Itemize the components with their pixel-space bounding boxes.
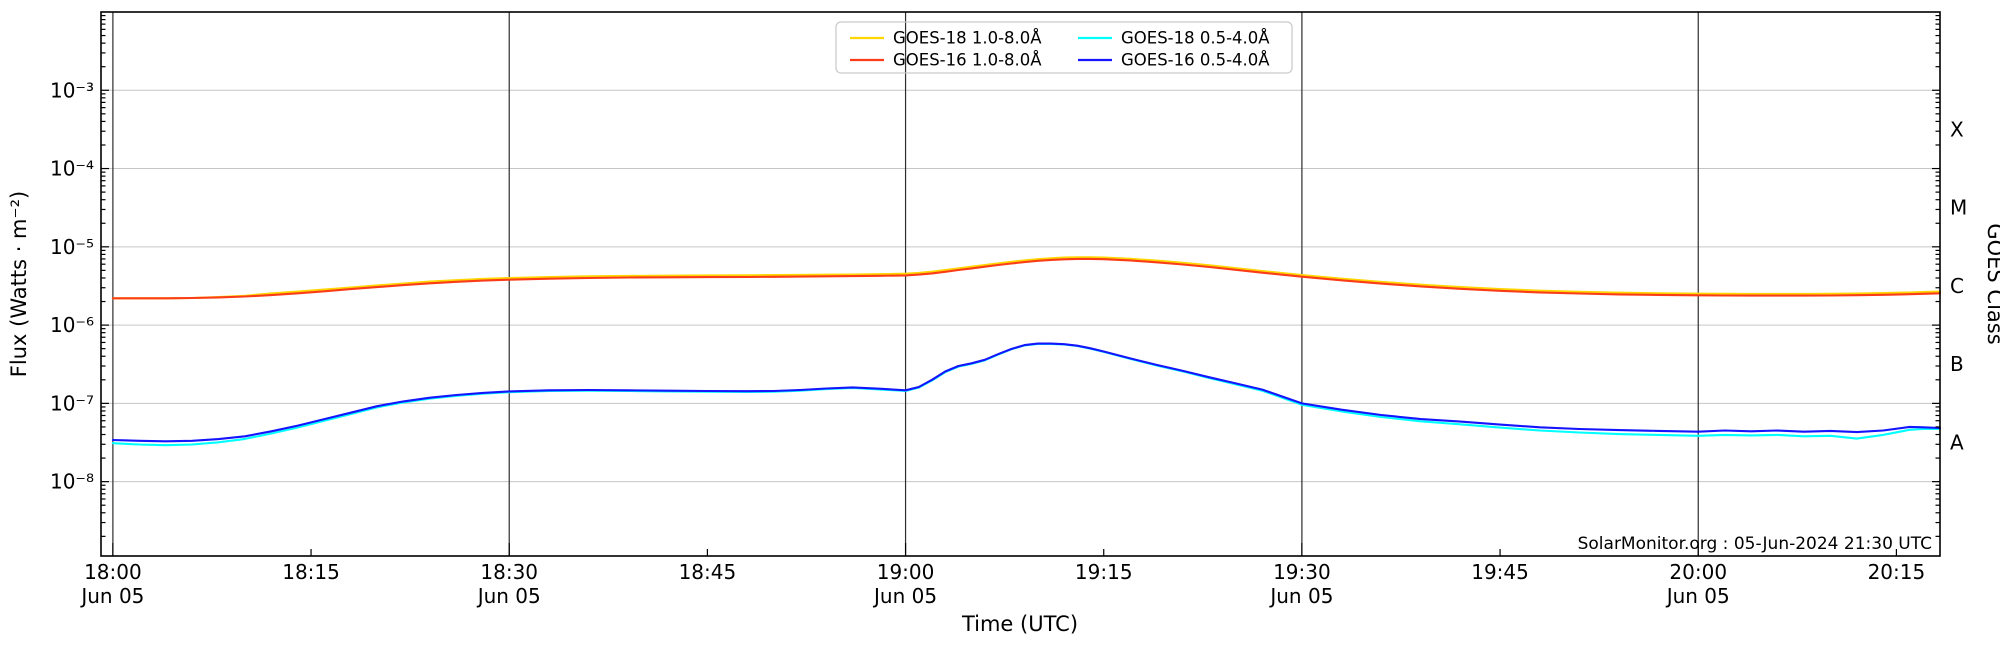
goes-class-label-a: A — [1950, 431, 1964, 455]
legend-label: GOES-16 0.5-4.0Å — [1121, 51, 1270, 70]
axis-titles: Time (UTC) Flux (Watts · m⁻²) GOES Class — [7, 191, 2000, 636]
flux-curves — [111, 256, 1942, 447]
x-tick-time-label: 19:15 — [1075, 560, 1133, 584]
y-tick-label: 10⁻⁶ — [50, 313, 94, 337]
x-tick-time-label: 18:15 — [282, 560, 340, 584]
x-tick-time-label: 18:00 — [84, 560, 142, 584]
x-axis-title: Time (UTC) — [961, 612, 1078, 636]
y-tick-label: 10⁻⁸ — [50, 470, 94, 494]
watermark-text: SolarMonitor.org : 05-Jun-2024 21:30 UTC — [1578, 534, 1932, 554]
x-tick-time-label: 18:45 — [679, 560, 737, 584]
legend-label: GOES-16 1.0-8.0Å — [893, 51, 1042, 70]
x-tick-time-label: 19:00 — [877, 560, 935, 584]
x-tick-time-label: 18:30 — [480, 560, 538, 584]
goes-class-label-c: C — [1950, 274, 1964, 298]
series-goes-18-1-0-8-0- — [111, 256, 1942, 300]
legend: GOES-18 1.0-8.0Å GOES-16 1.0-8.0Å GOES-18 … — [835, 21, 1293, 74]
goes-class-label-m: M — [1950, 196, 1967, 220]
y-tick-label: 10⁻⁵ — [50, 235, 94, 259]
vertical-gridlines — [112, 12, 1699, 556]
y-left-axis-title: Flux (Watts · m⁻²) — [7, 191, 31, 377]
axis-ticks — [101, 14, 1940, 556]
goes-class-labels: X M C B A — [1950, 117, 1967, 454]
x-tick-time-label: 20:00 — [1669, 560, 1727, 584]
legend-box — [835, 21, 1293, 74]
y-tick-label: 10⁻⁷ — [50, 391, 94, 415]
series-goes-16-0-5-4-0- — [111, 342, 1942, 443]
x-tick-date-label: Jun 05 — [1268, 584, 1333, 608]
y-right-axis-title: GOES Class — [1983, 223, 2000, 344]
legend-label: GOES-18 1.0-8.0Å — [893, 29, 1042, 48]
y-tick-labels: 10⁻³ 10⁻⁴ 10⁻⁵ 10⁻⁶ 10⁻⁷ 10⁻⁸ — [50, 78, 94, 493]
x-tick-date-label: Jun 05 — [79, 584, 144, 608]
goes-class-label-x: X — [1950, 117, 1964, 141]
x-tick-time-label: 20:15 — [1868, 560, 1926, 584]
goes-class-label-b: B — [1950, 352, 1964, 376]
x-tick-time-label: 19:30 — [1273, 560, 1331, 584]
x-tick-date-label: Jun 05 — [872, 584, 937, 608]
x-tick-time-label: 19:45 — [1471, 560, 1529, 584]
legend-label: GOES-18 0.5-4.0Å — [1121, 29, 1270, 48]
y-tick-label: 10⁻³ — [50, 78, 94, 102]
plot-border — [100, 11, 1941, 557]
x-tick-date-label: Jun 05 — [476, 584, 541, 608]
series-goes-16-1-0-8-0- — [111, 257, 1942, 300]
y-tick-label: 10⁻⁴ — [50, 157, 94, 181]
horizontal-gridlines — [101, 89, 1940, 483]
x-tick-date-label: Jun 05 — [1665, 584, 1730, 608]
